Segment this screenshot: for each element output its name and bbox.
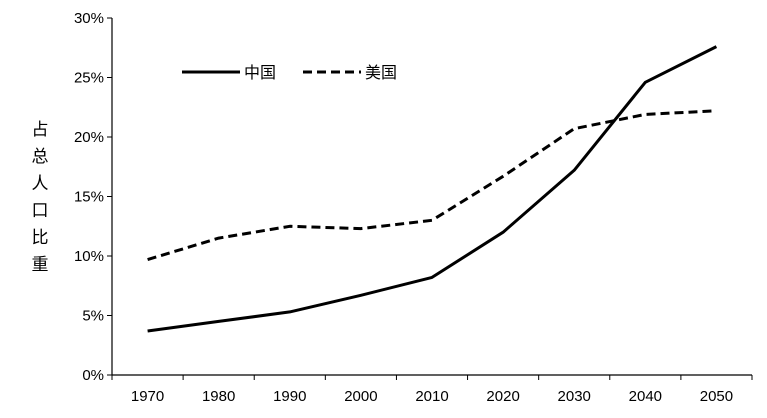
x-tick-label: 2020: [486, 388, 519, 405]
y-tick-label: 10%: [74, 248, 104, 265]
y-tick-label: 5%: [82, 308, 104, 325]
series-lines: [147, 45, 718, 333]
y-tick-label: 0%: [82, 367, 104, 384]
legend-label-usa: 美国: [365, 63, 397, 82]
x-tick-label: 1970: [131, 388, 164, 405]
y-tick-label: 15%: [74, 189, 104, 206]
series-line-usa: [147, 109, 717, 262]
y-tick-label: 20%: [74, 129, 104, 146]
y-axis-label-char: 总: [32, 147, 49, 167]
y-axis-label-char: 人: [32, 174, 49, 194]
x-tick-label: 2010: [415, 388, 448, 405]
series-line-china: [147, 45, 718, 333]
y-axis-label-char: 比: [32, 228, 49, 248]
x-tick-label: 2050: [700, 388, 733, 405]
y-tick-label: 25%: [74, 70, 104, 87]
x-tick-label: 2030: [558, 388, 591, 405]
x-tick-label: 1990: [273, 388, 306, 405]
axes: [107, 17, 753, 380]
legend-label-china: 中国: [244, 63, 276, 82]
x-tick-label: 2040: [629, 388, 662, 405]
x-tick-label: 1980: [202, 388, 235, 405]
legend: 中国 美国: [182, 63, 397, 82]
y-axis-label-char: 口: [32, 201, 49, 221]
y-axis-label-char: 重: [32, 255, 49, 275]
y-tick-label: 30%: [74, 10, 104, 27]
y-tick-labels: 0% 5% 10% 15% 20% 25% 30%: [74, 10, 104, 384]
y-axis-label-char: 占: [32, 120, 49, 140]
x-tick-label: 2000: [344, 388, 377, 405]
x-tick-labels: 1970 1980 1990 2000 2010 2020 2030 2040 2050: [131, 388, 733, 405]
